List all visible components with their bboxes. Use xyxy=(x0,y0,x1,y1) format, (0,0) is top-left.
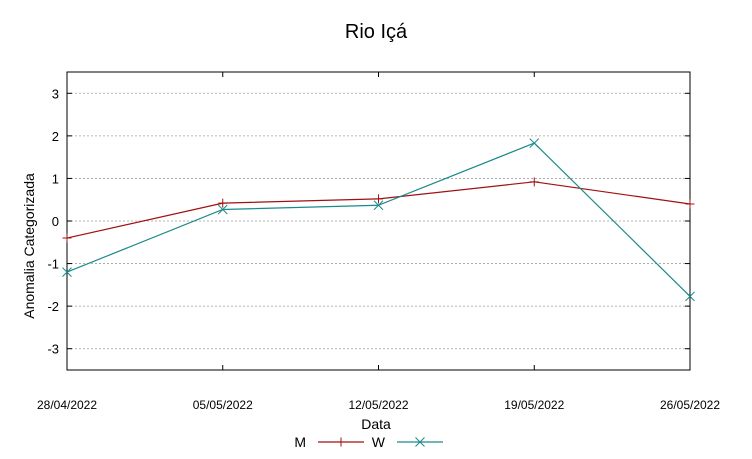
data-point-W xyxy=(685,291,695,302)
x-tick-label: 28/04/2022 xyxy=(37,398,97,412)
data-point-M xyxy=(374,194,383,204)
legend-marker-M xyxy=(336,437,346,447)
y-tick-label: 1 xyxy=(52,171,59,186)
y-tick-label: 3 xyxy=(52,86,59,101)
y-axis-ticks: 3 2 1 0 -1 -2 -3 xyxy=(47,86,690,357)
x-axis-label: Data xyxy=(361,416,391,432)
x-tick-label: 05/05/2022 xyxy=(193,398,253,412)
x-tick-label: 19/05/2022 xyxy=(504,398,564,412)
data-point-M xyxy=(62,233,72,243)
series-lines xyxy=(62,138,695,302)
data-point-W xyxy=(529,138,540,148)
series-M xyxy=(62,177,695,243)
chart-title: Rio Içá xyxy=(345,21,408,43)
series-W xyxy=(62,138,695,302)
series-line-M xyxy=(66,181,691,239)
y-tick-label: 0 xyxy=(52,214,59,229)
y-tick-label: 2 xyxy=(52,129,59,144)
x-tick-label: 12/05/2022 xyxy=(348,398,408,412)
data-point-M xyxy=(218,198,228,208)
y-tick-label: -3 xyxy=(47,342,59,357)
y-axis-label: Anomalia Categorizada xyxy=(21,173,37,319)
data-point-M xyxy=(529,177,539,187)
data-point-W xyxy=(373,200,384,211)
legend-marker-W xyxy=(415,437,425,447)
grid-lines xyxy=(67,92,690,350)
data-point-W xyxy=(62,267,72,277)
data-point-M xyxy=(685,199,695,209)
legend-label-M: M xyxy=(294,434,306,450)
y-tick-label: -2 xyxy=(47,299,59,314)
legend-label-W: W xyxy=(372,434,386,450)
x-tick-label: 26/05/2022 xyxy=(660,398,720,412)
y-tick-label: -1 xyxy=(47,257,59,272)
data-point-W xyxy=(217,204,228,215)
x-axis-ticks: 28/04/2022 05/05/2022 12/05/2022 19/05/2022… xyxy=(37,72,720,412)
series-line-W xyxy=(66,142,691,297)
